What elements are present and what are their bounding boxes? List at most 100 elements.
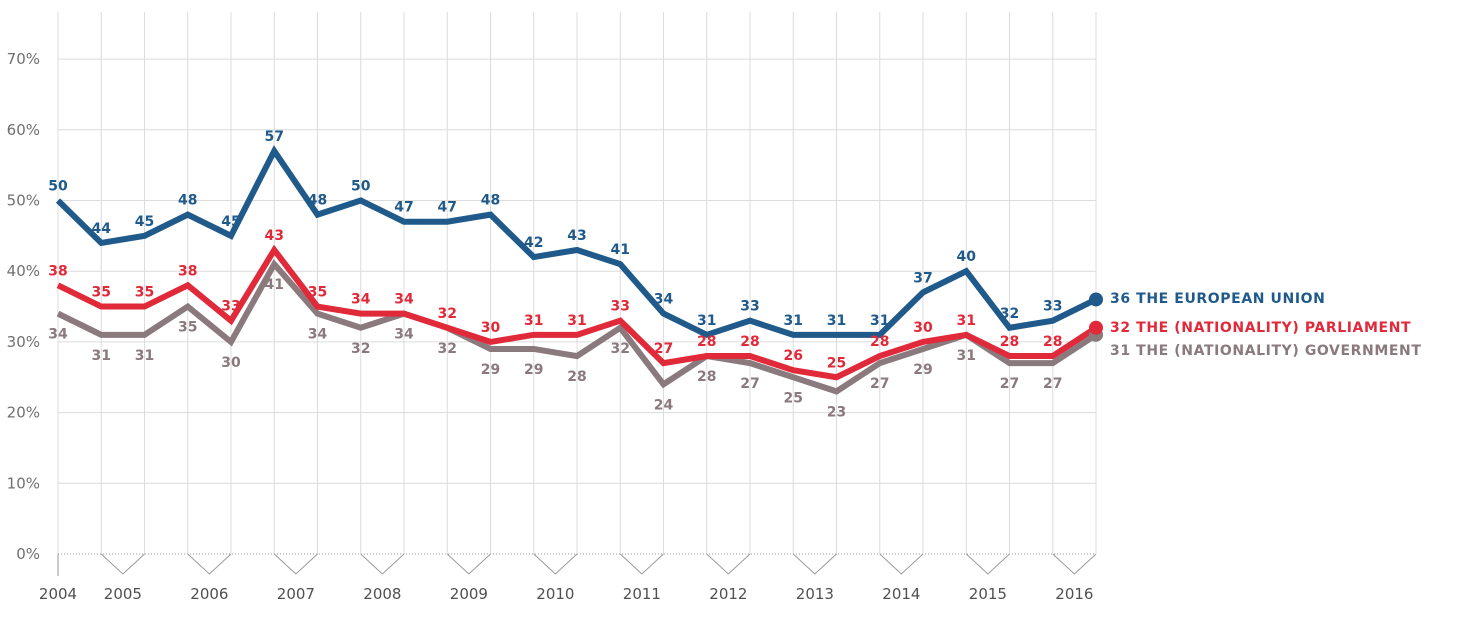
data-label: 27 [654,341,673,357]
data-label: 57 [265,129,284,145]
data-labels: 50 44 45 48 45 57 48 50 47 47 48 42 43 41 34 31 33 31 31 31… [48,129,1062,420]
data-label: 34 [48,327,68,343]
x-tick-label: 2012 [709,585,747,603]
x-tick-label: 2014 [882,585,920,603]
data-label: 28 [1000,334,1019,350]
series-end-value: 36 [1110,291,1136,307]
data-label: 31 [784,313,803,329]
data-label: 38 [48,263,67,279]
data-label: 43 [265,228,284,244]
y-tick-label: 60% [7,121,40,139]
data-label: 31 [827,313,846,329]
year-bracket [360,553,405,575]
x-tick-label: 2015 [969,585,1007,603]
year-bracket [533,553,578,575]
data-label: 30 [913,320,933,336]
year-bracket [273,553,318,575]
data-label: 43 [567,228,586,244]
series-name: THE EUROPEAN UNION [1136,291,1325,307]
x-axis-ticks: 2004 2005 2006 2007 2008 2009 2010 2011 2012 2013… [39,585,1094,603]
data-label: 31 [697,313,716,329]
data-label: 50 [351,179,371,195]
data-label: 25 [827,355,846,371]
data-label: 34 [308,327,328,343]
x-axis [57,553,1097,576]
data-label: 28 [697,369,716,385]
data-label: 30 [221,355,241,371]
data-label: 29 [524,362,543,378]
data-label: 28 [1043,334,1062,350]
x-tick-label: 2013 [796,585,834,603]
x-tick-label: 2010 [536,585,574,603]
series-lines [55,145,1103,395]
data-label: 23 [827,404,846,420]
series-end-label: 31 THE (NATIONALITY) GOVERNMENT [1110,343,1422,359]
data-label: 32 [611,341,630,357]
data-label: 48 [481,193,500,209]
data-label: 35 [308,285,327,301]
data-label: 26 [784,348,803,364]
data-label: 30 [481,320,501,336]
series-line [56,258,1098,395]
y-tick-label: 10% [7,474,40,492]
data-label: 31 [957,313,976,329]
data-label: 47 [438,200,457,216]
year-bracket [965,553,1010,575]
data-label: 28 [567,369,586,385]
series-name: THE (NATIONALITY) PARLIAMENT [1136,320,1411,336]
data-label: 47 [394,200,413,216]
series-line [56,244,1098,381]
data-label: 45 [135,214,154,230]
data-label: 50 [48,179,68,195]
grid [57,12,1097,554]
y-axis-ticks: 0% 10% 20% 30% 40% 50% 60% 70% [7,50,40,563]
data-label: 31 [870,313,889,329]
y-tick-label: 30% [7,333,40,351]
year-bracket [187,553,232,575]
data-label: 31 [524,313,543,329]
data-label: 34 [654,292,674,308]
data-label: 34 [351,292,371,308]
data-label: 31 [92,348,111,364]
data-label: 34 [394,327,414,343]
series-end-marker [1089,320,1103,335]
series-end-value: 32 [1110,320,1136,336]
year-bracket [792,553,837,575]
x-tick-label: 2009 [450,585,488,603]
year-bracket [619,553,664,575]
year-bracket [706,553,751,575]
y-tick-label: 70% [7,50,40,68]
data-label: 35 [135,285,154,301]
data-label: 29 [481,362,500,378]
y-tick-label: 40% [7,262,40,280]
series-end-marker [1089,292,1103,307]
data-label: 41 [611,242,630,258]
data-label: 28 [870,334,889,350]
series-line [55,145,1098,339]
data-label: 29 [913,362,932,378]
year-bracket [1052,553,1097,575]
data-label: 42 [524,235,543,251]
data-label: 32 [1000,306,1019,322]
data-label: 37 [913,270,932,286]
data-label: 31 [135,348,154,364]
data-label: 27 [870,376,889,392]
y-tick-label: 50% [7,192,40,210]
data-label: 28 [697,334,716,350]
x-tick-label: 2008 [363,585,401,603]
data-label: 41 [265,277,284,293]
x-tick-label: 2007 [277,585,315,603]
data-label: 27 [1000,376,1019,392]
series-end-value: 31 [1110,343,1136,359]
data-label: 24 [654,397,674,413]
data-label: 27 [1043,376,1062,392]
data-label: 28 [740,334,759,350]
x-tick-label: 2016 [1055,585,1093,603]
series-name: THE (NATIONALITY) GOVERNMENT [1136,343,1421,359]
data-label: 48 [178,193,197,209]
data-label: 33 [1043,299,1062,315]
data-label: 31 [957,348,976,364]
